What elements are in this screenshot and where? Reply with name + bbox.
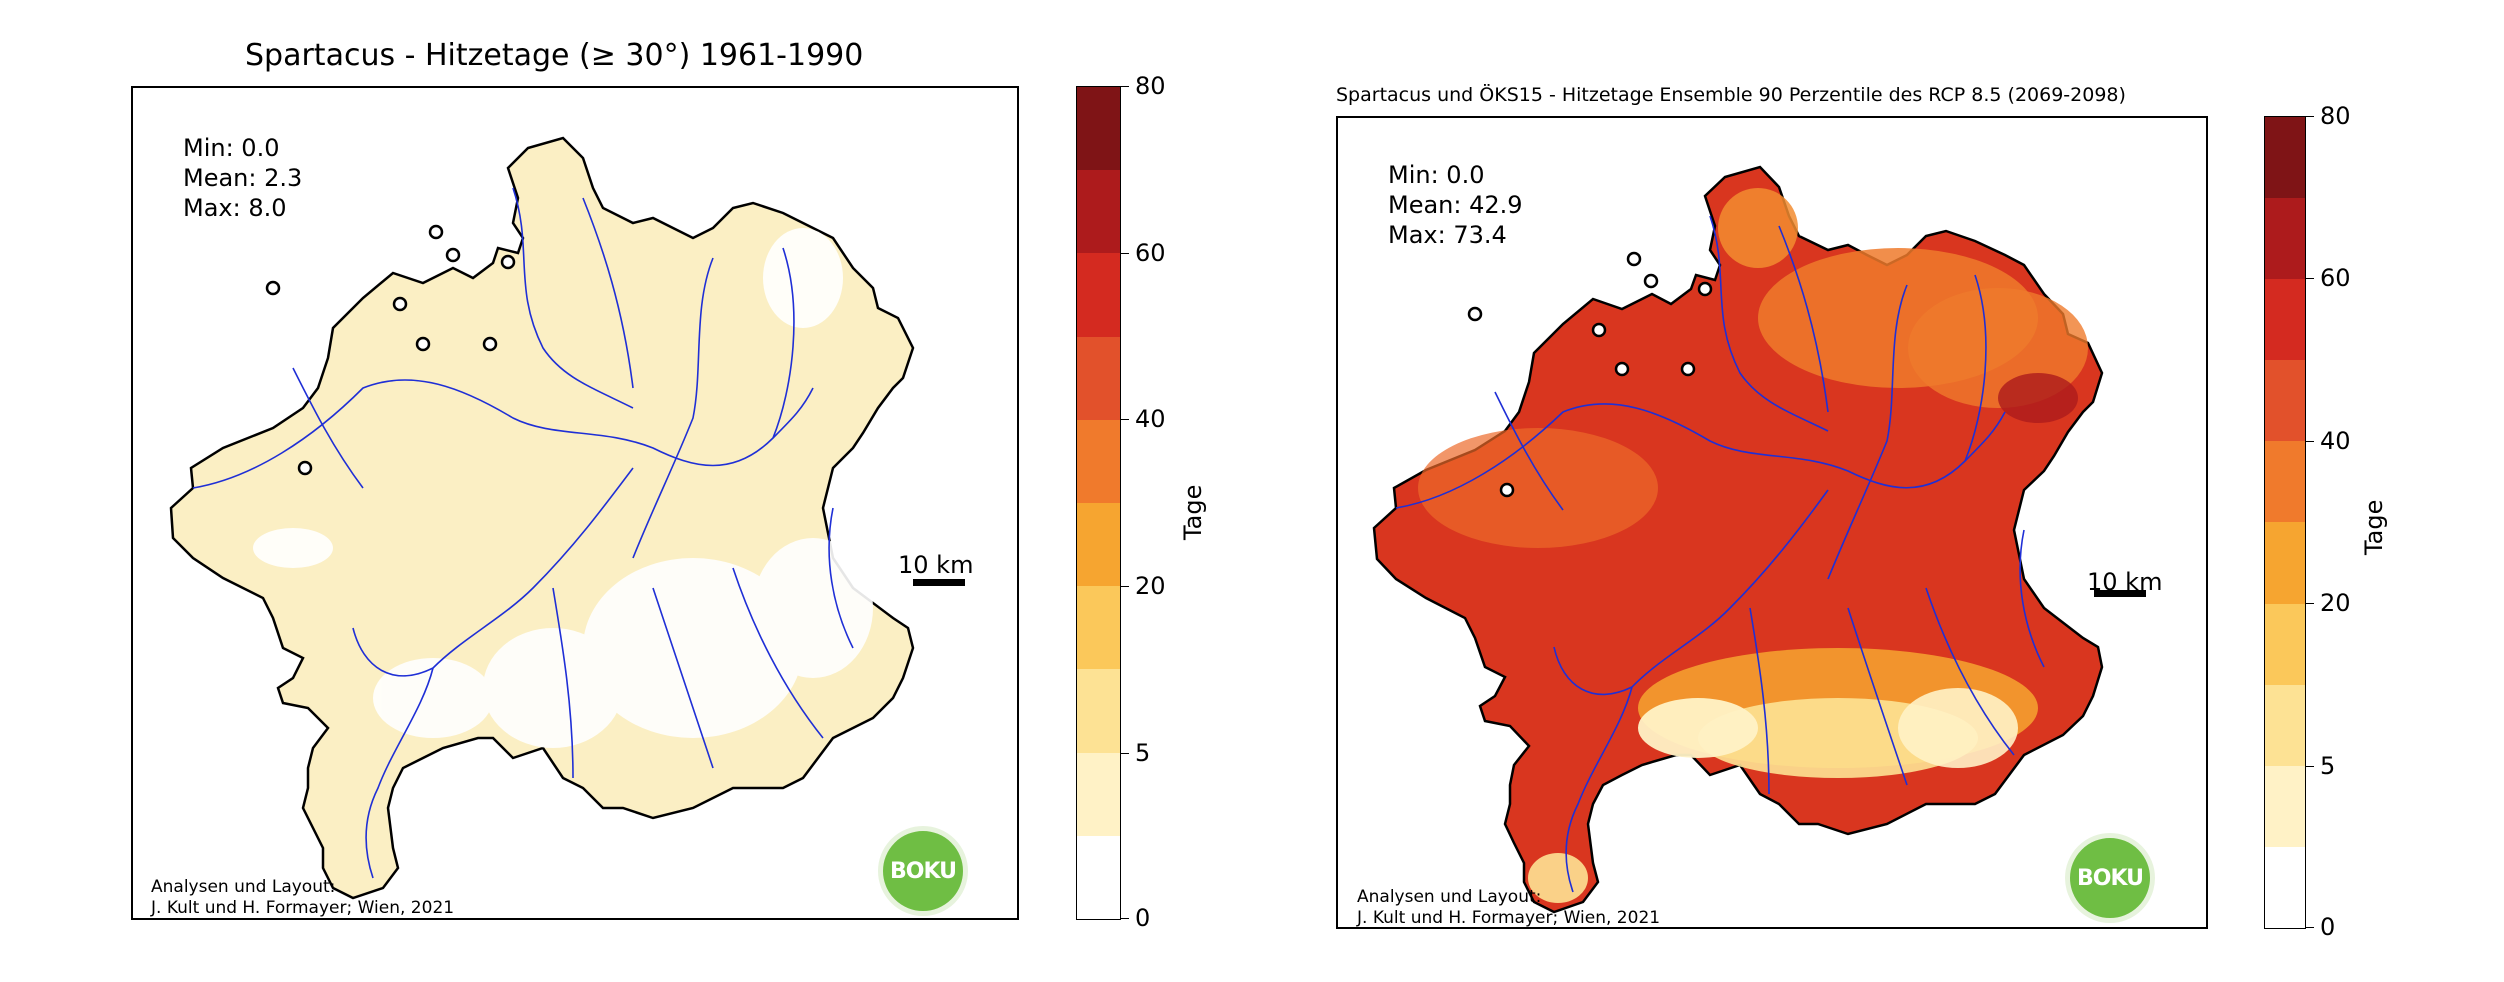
stat-mean-right: Mean: 42.9 [1388, 191, 1523, 219]
colorbar-segment [1077, 336, 1120, 420]
colorbar-segments [1077, 87, 1120, 919]
stat-mean-left: Mean: 2.3 [183, 164, 303, 192]
lighter-patches [1418, 188, 2088, 903]
colorbar-segment [1077, 87, 1120, 171]
city-marker [1591, 322, 1607, 338]
stat-min-left: Min: 0.0 [183, 134, 280, 162]
colorbar-tick: 40 [1135, 405, 1166, 433]
colorbar-segment [2265, 117, 2305, 199]
colorbar-tick: 5 [2320, 752, 2336, 780]
city-marker [1697, 281, 1713, 297]
scalebar-label-left: 10 km [898, 551, 974, 579]
city-marker [1614, 361, 1630, 377]
city-markers [265, 224, 516, 476]
colorbar-tick: 60 [1135, 239, 1166, 267]
colorbar-segment [2265, 198, 2305, 280]
colorbar-segment [2265, 846, 2305, 928]
boku-logo-text: BOKU [2077, 865, 2144, 891]
colorbar-tick: 80 [1135, 72, 1166, 100]
city-marker [428, 224, 444, 240]
city-marker [297, 460, 313, 476]
colorbar-segments [2265, 117, 2305, 928]
city-marker [500, 254, 516, 270]
city-marker [445, 247, 461, 263]
colorbar-label-left: Tage [1179, 484, 1207, 540]
colorbar-segment [1077, 752, 1120, 836]
city-marker [1467, 306, 1483, 322]
boku-logo-right: BOKU [2065, 833, 2155, 923]
colorbar-segment [2265, 279, 2305, 361]
colorbar-segment [2265, 522, 2305, 604]
colorbar-segment [1077, 170, 1120, 254]
colorbar-segment [1077, 586, 1120, 670]
stat-min-right: Min: 0.0 [1388, 161, 1485, 189]
city-marker [392, 296, 408, 312]
city-marker [1626, 251, 1642, 267]
colorbar-segment [1077, 503, 1120, 587]
colorbar-segment [1077, 669, 1120, 753]
colorbar-segment [1077, 835, 1120, 919]
city-marker [482, 336, 498, 352]
scalebar [2094, 590, 2146, 597]
city-marker [1499, 482, 1515, 498]
colorbar-tick: 0 [1135, 904, 1151, 932]
colorbar-tick: 0 [2320, 913, 2336, 941]
colorbar-tick: 40 [2320, 427, 2351, 455]
colorbar-segment [2265, 441, 2305, 523]
colorbar-segment [2265, 603, 2305, 685]
scalebar-label-right: 10 km [2087, 568, 2163, 596]
region-map-left [169, 136, 965, 900]
colorbar-segment [2265, 684, 2305, 766]
white-patches [253, 228, 873, 748]
boku-logo-left: BOKU [878, 826, 968, 916]
colorbar-tick: 60 [2320, 264, 2351, 292]
map-title-right: Spartacus und ÖKS15 - Hitzetage Ensemble… [1336, 84, 2126, 106]
stat-max-right: Max: 73.4 [1388, 221, 1507, 249]
colorbar-segment [2265, 765, 2305, 847]
city-marker [1643, 273, 1659, 289]
colorbar-segment [1077, 419, 1120, 504]
scalebar [913, 579, 965, 586]
colorbar-left [1076, 86, 1121, 920]
colorbar-tick: 5 [1135, 739, 1151, 767]
colorbar-tick: 20 [2320, 589, 2351, 617]
city-marker [415, 336, 431, 352]
colorbar-tick: 80 [2320, 102, 2351, 130]
colorbar-tick: 20 [1135, 572, 1166, 600]
credit-line1-left: Analysen und Layout: [151, 877, 336, 897]
colorbar-segment [1077, 253, 1120, 337]
city-markers [1467, 251, 1713, 498]
credit-line1-right: Analysen und Layout: [1357, 887, 1542, 907]
map-frame-right [1336, 116, 2208, 929]
colorbar-label-right: Tage [2360, 499, 2388, 555]
region-map-right [1372, 165, 2146, 914]
map-title-left: Spartacus - Hitzetage (≥ 30°) 1961-1990 [245, 38, 864, 73]
credit-line2-left: J. Kult und H. Formayer; Wien, 2021 [151, 898, 455, 918]
credit-line2-right: J. Kult und H. Formayer; Wien, 2021 [1357, 908, 1661, 928]
map-frame-left [131, 86, 1019, 920]
rivers [1395, 215, 2045, 893]
colorbar-right [2264, 116, 2306, 929]
city-marker [265, 280, 281, 296]
city-marker [1680, 361, 1696, 377]
boku-logo-text: BOKU [890, 858, 957, 884]
colorbar-segment [2265, 360, 2305, 442]
stat-max-left: Max: 8.0 [183, 194, 287, 222]
rivers [192, 187, 854, 879]
